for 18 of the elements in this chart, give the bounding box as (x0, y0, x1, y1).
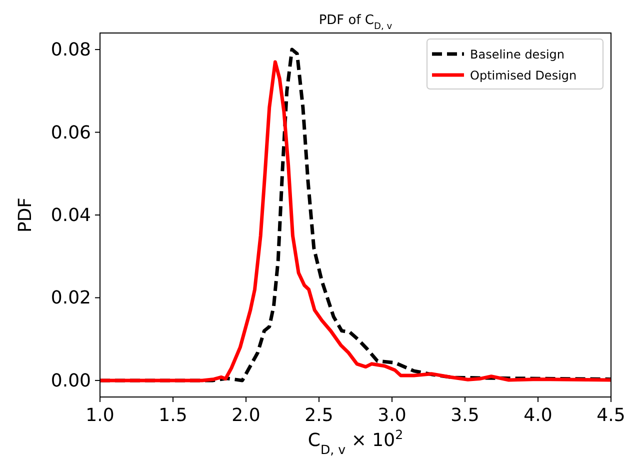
x-tick-label: 4.0 (524, 405, 552, 426)
x-tick-label: 3.0 (378, 405, 406, 426)
x-tick-label: 3.5 (450, 405, 480, 426)
x-axis-title: C$_{D, v}$ × 10$^{2}$ (308, 426, 404, 456)
legend-label: Optimised Design (470, 68, 577, 82)
x-tick-label: 1.5 (158, 405, 188, 426)
y-tick-label: 0.04 (50, 205, 91, 226)
x-tick-label: 1.0 (86, 405, 114, 426)
y-tick-label: 0.06 (50, 122, 91, 144)
y-tick-label: 0.00 (50, 370, 91, 392)
x-tick-label: 2.0 (232, 405, 260, 426)
x-tick-label: 2.5 (304, 405, 334, 426)
y-tick-label: 0.02 (50, 288, 91, 309)
chart-title: PDF of C$_{D, v}$ (318, 13, 393, 32)
legend-label: Baseline design (470, 48, 564, 62)
x-tick-label: 4.5 (596, 405, 626, 426)
y-axis-title: PDF (15, 197, 36, 233)
y-tick-label: 0.08 (50, 40, 91, 61)
